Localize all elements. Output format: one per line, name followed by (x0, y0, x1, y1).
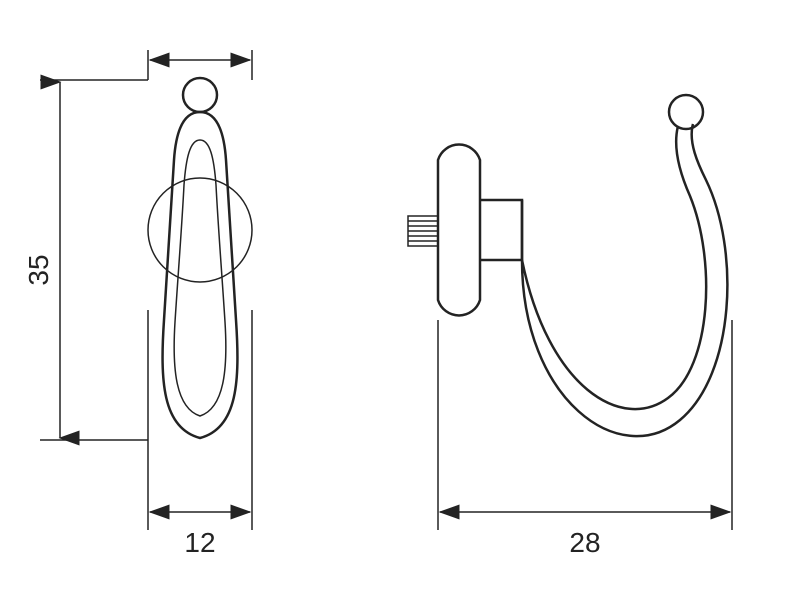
dim-front-width-label: 12 (184, 527, 215, 558)
front-view (148, 78, 252, 438)
dim-side-width-label: 28 (569, 527, 600, 558)
thread-icon (408, 216, 438, 246)
dimension-top (148, 50, 252, 80)
dim-height-label: 35 (23, 254, 54, 285)
dimension-height: 35 (23, 80, 148, 440)
technical-drawing: 35 12 28 (0, 0, 800, 600)
dimension-side-width: 28 (438, 320, 732, 558)
side-view (408, 95, 727, 436)
